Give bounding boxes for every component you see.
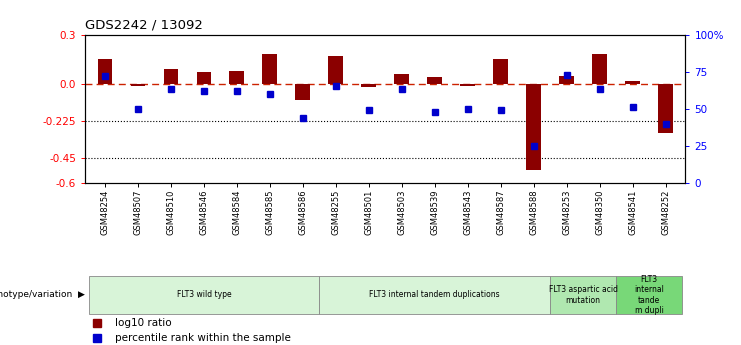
Bar bbox=[617, 276, 682, 314]
Bar bbox=[559, 76, 574, 84]
Text: FLT3
internal
tande
m dupli: FLT3 internal tande m dupli bbox=[634, 275, 664, 315]
Bar bbox=[592, 54, 607, 84]
Bar bbox=[319, 276, 551, 314]
Bar bbox=[296, 84, 310, 100]
Bar bbox=[428, 77, 442, 84]
Bar bbox=[625, 81, 640, 84]
Bar bbox=[98, 59, 113, 84]
Bar bbox=[230, 71, 245, 84]
Bar bbox=[551, 276, 617, 314]
Text: FLT3 internal tandem duplications: FLT3 internal tandem duplications bbox=[370, 290, 500, 299]
Bar bbox=[362, 84, 376, 87]
Bar bbox=[394, 74, 409, 84]
Bar bbox=[88, 276, 319, 314]
Text: FLT3 aspartic acid
mutation: FLT3 aspartic acid mutation bbox=[548, 285, 618, 305]
Bar bbox=[262, 54, 277, 84]
Text: percentile rank within the sample: percentile rank within the sample bbox=[116, 333, 291, 343]
Bar bbox=[164, 69, 179, 84]
Bar bbox=[494, 59, 508, 84]
Bar bbox=[328, 56, 343, 84]
Text: genotype/variation  ▶: genotype/variation ▶ bbox=[0, 290, 84, 299]
Bar bbox=[526, 84, 541, 170]
Text: log10 ratio: log10 ratio bbox=[116, 318, 172, 328]
Bar bbox=[460, 84, 475, 86]
Bar bbox=[658, 84, 673, 134]
Bar bbox=[196, 72, 211, 84]
Bar bbox=[130, 84, 145, 86]
Text: FLT3 wild type: FLT3 wild type bbox=[176, 290, 231, 299]
Text: GDS2242 / 13092: GDS2242 / 13092 bbox=[85, 19, 203, 32]
